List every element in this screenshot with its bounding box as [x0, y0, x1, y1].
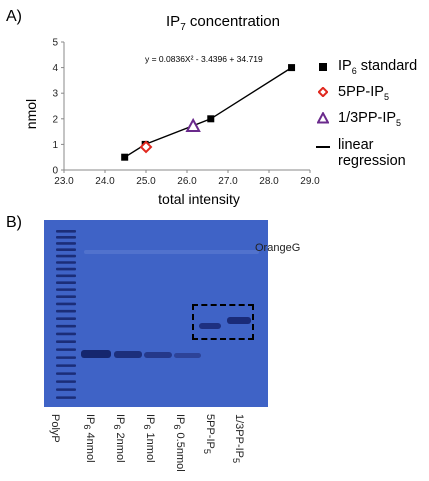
ip6-2nmol-band	[114, 351, 142, 358]
ladder-band	[56, 230, 76, 233]
regression-equation: y = 0.0836X² - 3.4396 + 34.719	[145, 54, 263, 64]
ip6-standard-point	[207, 115, 215, 123]
y-tick-label: 5	[52, 38, 58, 49]
ladder-band	[56, 309, 76, 313]
gel-image	[44, 220, 268, 407]
lane-label-ip6-1nmol: IP6 1nmol	[141, 414, 156, 463]
y-axis-label: nmol	[23, 99, 39, 129]
ladder-band	[56, 324, 76, 328]
x-tick-label: 26.0	[177, 176, 197, 187]
ladder-band	[56, 348, 76, 351]
x-tick-label: 29.0	[300, 176, 320, 187]
ip6-4nmol-band	[81, 350, 111, 358]
lane-label-1-3pp-ip5: 1/3PP-IP5	[230, 414, 245, 464]
ladder-band	[56, 317, 76, 320]
ip6-0.5nmol-band	[174, 353, 201, 358]
ladder-band	[56, 396, 76, 399]
legend-item-5pp-ip5: 5PP-IP5	[316, 84, 428, 102]
ladder-band	[56, 332, 76, 336]
ladder-band	[56, 380, 76, 383]
ladder-band	[56, 261, 76, 264]
ip6-standard-point	[288, 64, 296, 72]
diamond-marker-icon	[318, 87, 328, 98]
y-tick-label: 4	[52, 63, 58, 74]
ip6-standard-point	[121, 153, 129, 161]
ladder-band	[56, 248, 76, 251]
ladder-band	[56, 295, 76, 298]
polyp-ladder	[56, 230, 76, 399]
orangeg-label: OrangeG	[255, 242, 301, 254]
regression-line	[124, 67, 292, 158]
panel-b-label: B)	[6, 214, 22, 231]
x-tick-label: 23.0	[54, 176, 74, 187]
chart-legend: IP6 standard 5PP-IP5 1/3PP-IP5 linear re…	[316, 58, 428, 178]
y-tick-label: 0	[52, 166, 58, 177]
triangle-marker-icon	[317, 112, 329, 124]
ladder-band	[56, 302, 76, 306]
1-3pp-ip5-band	[227, 317, 251, 324]
panel-a-label: A)	[6, 8, 22, 25]
ladder-band	[56, 236, 76, 239]
ladder-band	[56, 274, 76, 278]
x-tick-label: 24.0	[95, 176, 115, 187]
square-marker-icon	[319, 63, 327, 71]
y-tick-label: 2	[52, 114, 58, 125]
ip7-concentration-chart: 0 1 2 3 4 5 23.0 24.0 25.0 26.0 27.0 28.0 29.0 total …	[23, 13, 320, 207]
y-tick-label: 3	[52, 89, 58, 100]
ladder-band	[56, 288, 76, 291]
ladder-band	[56, 281, 76, 284]
line-marker-icon	[316, 145, 330, 148]
1-3pp-ip5-point	[185, 117, 201, 132]
lane-labels: PolyP IP6 4nmol IP6 2nmol IP6 1nmol IP6 …	[44, 414, 268, 478]
5pp-ip5-band	[199, 323, 221, 329]
chart-title: IP7 concentration	[166, 13, 280, 33]
highlight-box	[192, 304, 254, 340]
ladder-band	[56, 372, 76, 375]
ladder-band	[56, 254, 76, 258]
ladder-band	[56, 356, 76, 359]
y-tick-label: 1	[52, 140, 58, 151]
ladder-band	[56, 388, 76, 391]
lane-label-5pp-ip5: 5PP-IP5	[201, 414, 216, 454]
5pp-ip5-point	[139, 140, 153, 154]
x-tick-label: 28.0	[259, 176, 279, 187]
orangeg-band	[84, 250, 259, 254]
lane-label-ip6-4nmol: IP6 4nmol	[81, 414, 96, 463]
lane-label-ip6-0.5nmol: IP6 0.5nmol	[171, 414, 186, 472]
x-tick-label: 25.0	[136, 176, 156, 187]
legend-item-1-3pp-ip5: 1/3PP-IP5	[316, 110, 428, 128]
ip6-1nmol-band	[144, 352, 172, 358]
ladder-band	[56, 267, 76, 271]
ladder-band	[56, 340, 76, 343]
lane-label-polyp: PolyP	[49, 414, 61, 443]
ladder-band	[56, 364, 76, 367]
lane-label-ip6-2nmol: IP6 2nmol	[111, 414, 126, 463]
x-axis-label: total intensity	[158, 191, 240, 207]
legend-item-ip6-standard: IP6 standard	[316, 58, 428, 76]
ladder-band	[56, 242, 76, 245]
legend-item-linear-regression: linear regression	[316, 137, 428, 170]
x-tick-label: 27.0	[218, 176, 238, 187]
